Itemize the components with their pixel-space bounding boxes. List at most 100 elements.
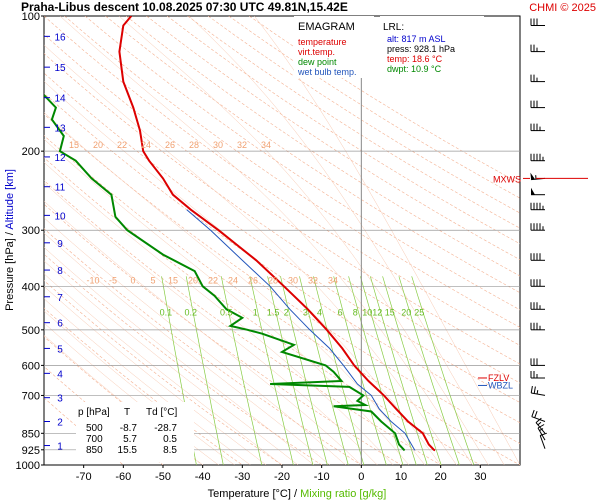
wind-barb-staff — [531, 416, 546, 422]
theta-label: -5 — [109, 275, 117, 285]
x-tick-label: -60 — [115, 471, 131, 483]
theta-label: 24 — [228, 275, 238, 285]
mixing-ratio-label: 0.5 — [220, 307, 233, 317]
wind-barb — [530, 202, 545, 211]
wind-barb-column — [530, 18, 547, 449]
theta-label: 30 — [213, 140, 223, 150]
x-tick-label: -30 — [234, 471, 250, 483]
levels-table-header-p: p [hPa] — [78, 407, 110, 418]
x-axis-label-mixing: Mixing ratio [g/kg] — [300, 488, 386, 500]
wind-barb-staff — [535, 422, 546, 434]
mixing-ratio-label: 8 — [353, 307, 358, 317]
wind-barb — [530, 223, 545, 231]
wind-barb — [530, 153, 545, 162]
marker-label: FZLV — [488, 373, 509, 383]
legend-box — [294, 16, 374, 78]
altitude-tick-label: 5 — [57, 344, 63, 355]
x-tick-label: 0 — [358, 471, 364, 483]
wind-barb — [531, 409, 546, 422]
altitude-tick-label: 1 — [57, 442, 63, 453]
y-axis-label-pressure: Pressure [hPa] — [4, 238, 16, 311]
lrl-dewpoint: dwpt: 10.9 °C — [387, 64, 442, 74]
wind-barb — [530, 44, 545, 53]
theta-label: 32 — [237, 140, 247, 150]
x-tick-label: -20 — [274, 471, 290, 483]
wind-barb-feather — [540, 432, 547, 436]
x-tick-label: -70 — [76, 471, 92, 483]
y-axis-label-altitude: Altitude [km] — [4, 169, 16, 230]
credit-label: CHMI © 2025 — [529, 2, 596, 14]
theta-label: 26 — [248, 275, 258, 285]
altitude-tick-label: 7 — [57, 293, 63, 304]
marker-label: WBZL — [488, 380, 513, 390]
mixing-ratio-line — [411, 276, 475, 465]
series-line-wet-bulb-temp- — [186, 209, 416, 451]
y-tick-label: 300 — [22, 225, 40, 237]
y-tick-label: 850 — [22, 428, 40, 440]
wind-barb — [530, 18, 545, 26]
theta-label: 24 — [141, 140, 151, 150]
lrl-altitude: alt: 817 m ASL — [387, 34, 446, 44]
levels-table-header-t: T — [124, 407, 130, 418]
mixing-ratio-label: 20 — [401, 307, 411, 317]
chart-title: Praha-Libus descent 10.08.2025 07:30 UTC… — [21, 0, 348, 14]
altitude-tick-label: 6 — [57, 319, 63, 330]
wind-barb-feather — [531, 409, 535, 417]
theta-label: 0 — [130, 275, 135, 285]
y-tick-label: 400 — [22, 281, 40, 293]
legend-heading: EMAGRAM — [298, 21, 355, 33]
altitude-tick-label: 4 — [57, 369, 63, 380]
wind-barb-pennant — [530, 172, 535, 180]
x-axis-label-temperature: Temperature [°C] — [208, 488, 291, 500]
mixing-ratio-line — [299, 276, 349, 465]
levels-table-cell: -28.7 — [154, 423, 177, 434]
y-tick-label: 700 — [22, 390, 40, 402]
wind-barb-staff — [539, 435, 546, 449]
mixing-ratio-label: 1 — [253, 307, 258, 317]
lrl-heading: LRL: — [383, 22, 404, 33]
theta-label: 20 — [93, 140, 103, 150]
dry-adiabat-line — [44, 92, 520, 424]
series-line-temperature — [118, 16, 436, 452]
altitude-tick-label: 14 — [54, 94, 66, 105]
mixing-ratio-label: 15 — [385, 307, 395, 317]
theta-label: 15 — [69, 140, 79, 150]
altitude-tick-label: 12 — [54, 153, 66, 164]
wind-barb — [530, 358, 545, 366]
mixing-ratio-line — [313, 276, 365, 465]
wind-barb-feather — [537, 424, 545, 429]
x-tick-label: -40 — [195, 471, 211, 483]
altitude-tick-label: 11 — [55, 183, 66, 194]
theta-label: 32 — [308, 275, 318, 285]
levels-table-cell: 0.5 — [163, 434, 177, 445]
mixing-ratio-line — [220, 276, 263, 465]
mixing-ratio-label: 25 — [414, 307, 424, 317]
dry-adiabat-line — [44, 16, 520, 346]
levels-table-cell: 15.5 — [118, 445, 138, 456]
legend-temperature: temperature — [298, 37, 347, 47]
wind-barb-staff — [531, 392, 546, 396]
wind-barb-feather — [533, 386, 536, 394]
mixing-ratio-line — [360, 276, 417, 465]
x-axis-title: Temperature [°C] / Mixing ratio [g/kg] — [208, 488, 387, 500]
series-line-dew-point — [44, 94, 406, 452]
mixing-ratio-label: 1.5 — [267, 307, 280, 317]
x-tick-label: 10 — [395, 471, 407, 483]
mixing-ratio-line — [382, 276, 442, 465]
dry-adiabat-line — [64, 16, 520, 328]
levels-table-cell: -8.7 — [120, 423, 138, 434]
theta-label: 30 — [288, 275, 298, 285]
dry-adiabat-line — [84, 16, 520, 311]
mixing-ratio-line — [398, 276, 460, 465]
plot-area — [43, 15, 521, 466]
theta-label: 15 — [168, 275, 178, 285]
dry-adiabat-line — [44, 53, 520, 384]
wind-barb — [531, 187, 545, 196]
x-axis-label-separator: / — [291, 488, 300, 500]
theta-label: 22 — [208, 275, 218, 285]
dry-adiabat-line — [44, 228, 362, 465]
altitude-tick-label: 16 — [54, 32, 66, 43]
dry-adiabat-line — [44, 72, 520, 403]
legend-virt-temp: virt.temp. — [298, 47, 335, 57]
